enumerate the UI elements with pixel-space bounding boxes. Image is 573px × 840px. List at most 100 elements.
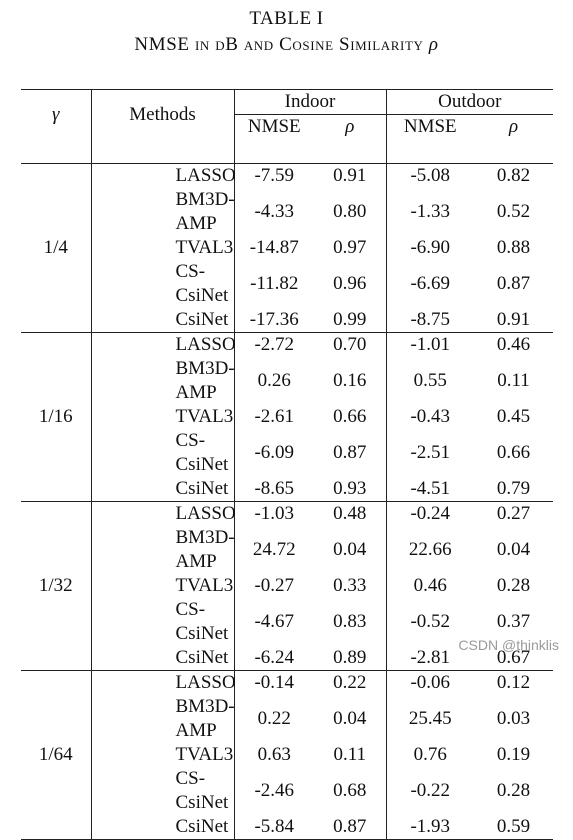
outdoor-rho-value: 0.37	[496, 611, 531, 632]
outdoor-nmse-value: 0.55	[413, 370, 447, 391]
method-name: LASSO	[91, 670, 236, 695]
caption-text: NMSE in dB and Cosine Similarity	[134, 34, 429, 55]
indoor-nmse-value: -6.24	[254, 647, 295, 668]
outdoor-rho-value: 0.66	[496, 442, 531, 463]
indoor-nmse-value: -8.65	[254, 478, 295, 499]
table-row: TVAL3 -2.61 0.66 -0.43 0.45	[21, 405, 553, 429]
outdoor-nmse-value: -5.08	[410, 165, 451, 186]
watermark: CSDN @thinklis	[458, 637, 559, 653]
outdoor-rho-value: 0.46	[474, 332, 554, 357]
indoor-rho-value: 0.11	[314, 743, 387, 767]
indoor-rho-value: 0.97	[314, 236, 387, 260]
table-row: BM3D-AMP 0.22 0.04 25.45 0.03	[21, 695, 553, 743]
outdoor-rho-value: 0.88	[496, 237, 531, 258]
indoor-nmse-value: -1.03	[234, 501, 314, 526]
indoor-rho-value: 0.48	[314, 501, 387, 526]
outdoor-nmse-value: -0.43	[410, 406, 451, 427]
outdoor-nmse-value: -6.90	[410, 237, 451, 258]
outdoor-nmse-value: -6.69	[410, 273, 451, 294]
indoor-nmse-value: -6.09	[254, 442, 295, 463]
indoor-rho-value: 0.91	[314, 163, 387, 188]
indoor-rho-value: 0.96	[314, 260, 387, 308]
indoor-nmse-value: -11.82	[250, 273, 299, 294]
outdoor-nmse-value: 25.45	[408, 708, 452, 729]
indoor-rho-value: 0.68	[314, 767, 387, 815]
outdoor-rho-value: 0.87	[496, 273, 531, 294]
indoor-rho-value: 0.04	[314, 695, 387, 743]
indoor-nmse-value: -14.87	[249, 237, 299, 258]
indoor-rho-value: 0.22	[314, 670, 387, 695]
indoor-rho-value: 0.99	[314, 308, 387, 333]
outdoor-rho-value: 0.19	[496, 744, 531, 765]
table-row: CsiNet -17.36 0.99 -8.75 0.91	[21, 308, 553, 333]
indoor-nmse-value: -2.46	[254, 780, 295, 801]
method-name: LASSO	[91, 501, 236, 526]
gamma-value: 1/16	[21, 332, 92, 502]
outdoor-rho-value: 0.28	[496, 575, 531, 596]
header-outdoor: Outdoor	[386, 89, 554, 115]
header-outdoor-rho: ρ	[508, 116, 519, 137]
table-row: BM3D-AMP -4.33 0.80 -1.33 0.52	[21, 188, 553, 236]
table-caption: NMSE in dB and Cosine Similarity ρ	[0, 34, 573, 56]
indoor-nmse-value: -4.33	[254, 201, 295, 222]
outdoor-rho-value: 0.82	[496, 165, 531, 186]
indoor-rho-value: 0.93	[314, 477, 387, 502]
indoor-nmse-value: -7.59	[254, 165, 295, 186]
outdoor-rho-value: 0.03	[496, 708, 531, 729]
outdoor-rho-value: 0.28	[496, 780, 531, 801]
method-name: CS-CsiNet	[91, 429, 235, 477]
method-name: BM3D-AMP	[91, 526, 235, 574]
table-row: 1/64 LASSO -0.14 0.22 -0.06 0.12	[21, 670, 554, 840]
header-indoor-nmse: NMSE	[247, 116, 301, 137]
indoor-rho-value: 0.80	[314, 188, 387, 236]
results-table: γ Methods Indoor Outdoor NMSE ρ NMSE ρ 1…	[21, 89, 554, 840]
table-row: CsiNet -8.65 0.93 -4.51 0.79	[21, 477, 553, 502]
indoor-rho-value: 0.70	[314, 332, 387, 357]
indoor-nmse-value: -5.84	[234, 815, 314, 840]
indoor-nmse-value: -2.72	[234, 332, 314, 357]
table-row: CsiNet -5.84 0.87 -1.93 0.59	[21, 815, 554, 840]
outdoor-rho-value: 0.52	[496, 201, 531, 222]
outdoor-nmse-value: 0.46	[413, 575, 447, 596]
method-name: CsiNet	[91, 646, 235, 671]
outdoor-nmse-value: -1.93	[386, 815, 474, 840]
method-name: TVAL3	[91, 405, 235, 429]
outdoor-nmse-value: -0.24	[386, 501, 474, 526]
outdoor-nmse-value: -2.51	[410, 442, 451, 463]
method-name: LASSO	[91, 163, 236, 188]
outdoor-nmse-value: -0.06	[386, 670, 474, 695]
caption-rho-symbol: ρ	[428, 34, 439, 55]
table-row: CS-CsiNet -6.09 0.87 -2.51 0.66	[21, 429, 553, 477]
method-name: CS-CsiNet	[91, 260, 235, 308]
outdoor-nmse-value: -4.51	[410, 478, 451, 499]
outdoor-nmse-value: -0.52	[410, 611, 451, 632]
table-row: 1/4 LASSO -7.59 0.91 -5.08 0.82	[21, 163, 553, 333]
table-row: 1/16 LASSO -2.72 0.70 -1.01 0.46	[21, 332, 554, 502]
method-name: LASSO	[91, 332, 236, 357]
outdoor-rho-value: 0.59	[474, 815, 554, 840]
outdoor-nmse-value: 22.66	[408, 539, 452, 560]
method-name: CsiNet	[91, 815, 235, 840]
table-row: 1/32 LASSO -1.03 0.48 -0.24 0.27	[21, 501, 554, 671]
method-name: BM3D-AMP	[91, 188, 235, 236]
method-name: CsiNet	[91, 308, 235, 333]
outdoor-nmse-value: 0.76	[413, 744, 447, 765]
method-name: BM3D-AMP	[91, 695, 235, 743]
method-name: TVAL3	[91, 743, 235, 767]
method-name: TVAL3	[91, 236, 235, 260]
outdoor-rho-value: 0.91	[496, 309, 531, 330]
table-row: TVAL3 -14.87 0.97 -6.90 0.88	[21, 236, 553, 260]
indoor-rho-value: 0.04	[314, 526, 387, 574]
table-row: BM3D-AMP 24.72 0.04 22.66 0.04	[21, 526, 553, 574]
indoor-rho-value: 0.16	[314, 357, 387, 405]
method-name: BM3D-AMP	[91, 357, 235, 405]
indoor-nmse-value: -4.67	[254, 611, 295, 632]
outdoor-nmse-value: -1.01	[386, 332, 474, 357]
header-gamma: γ	[21, 89, 92, 139]
outdoor-rho-value: 0.79	[496, 478, 531, 499]
table-row: CS-CsiNet -2.46 0.68 -0.22 0.28	[21, 767, 553, 815]
header-indoor: Indoor	[234, 89, 387, 115]
indoor-rho-value: 0.87	[314, 815, 387, 840]
outdoor-rho-value: 0.11	[497, 370, 530, 391]
method-name: TVAL3	[91, 574, 235, 598]
